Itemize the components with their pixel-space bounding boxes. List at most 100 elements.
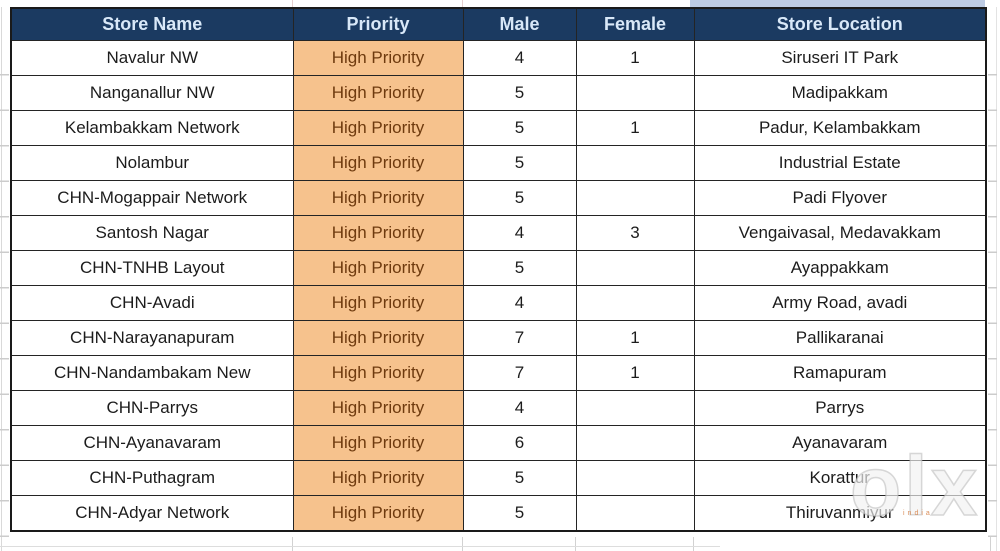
table-row: CHN-Adyar Network High Priority 5 Thiruvanm…	[10, 495, 987, 532]
female-count-cell	[575, 390, 695, 426]
female-count-cell	[575, 180, 695, 216]
male-count-cell: 4	[462, 285, 577, 321]
priority-cell: High Priority	[292, 355, 464, 391]
top-gutter-gridline	[292, 0, 293, 7]
table-row: CHN-Narayanapuram High Priority 7 1 Pallikar…	[10, 320, 987, 356]
store-location-cell: Parrys	[693, 390, 987, 426]
store-location-cell: Vengaivasal, Medavakkam	[693, 215, 987, 251]
female-count-cell: 1	[575, 110, 695, 146]
store-name-cell: CHN-Puthagram	[10, 460, 294, 496]
store-location-cell: Army Road, avadi	[693, 285, 987, 321]
male-count-cell: 4	[462, 215, 577, 251]
store-location-cell: Ramapuram	[693, 355, 987, 391]
priority-cell: High Priority	[292, 250, 464, 286]
female-count-cell: 3	[575, 215, 695, 251]
store-location-cell: Korattur	[693, 460, 987, 496]
store-priority-table: Store Name Priority Male Female Store Lo…	[10, 7, 987, 532]
bottom-gutter-gridline	[292, 537, 293, 551]
priority-cell: High Priority	[292, 285, 464, 321]
bottom-gutter-gridline	[575, 537, 576, 551]
store-location-cell: Siruseri IT Park	[693, 40, 987, 76]
table-body: Navalur NW High Priority 4 1 Siruseri IT Par…	[10, 40, 987, 532]
bottom-gutter-gridline	[693, 537, 694, 551]
store-name-cell: Nanganallur NW	[10, 75, 294, 111]
table-row: CHN-Avadi High Priority 4 Army Road, avadi	[10, 285, 987, 321]
store-name-cell: CHN-Narayanapuram	[10, 320, 294, 356]
priority-cell: High Priority	[292, 40, 464, 76]
store-location-cell: Ayappakkam	[693, 250, 987, 286]
store-name-cell: Navalur NW	[10, 40, 294, 76]
header-row: Store Name Priority Male Female Store Lo…	[10, 7, 987, 41]
female-count-cell	[575, 460, 695, 496]
store-name-cell: Santosh Nagar	[10, 215, 294, 251]
store-name-cell: Nolambur	[10, 145, 294, 181]
male-count-cell: 5	[462, 145, 577, 181]
priority-cell: High Priority	[292, 390, 464, 426]
table-row: Nanganallur NW High Priority 5 Madipakkam	[10, 75, 987, 111]
table-row: CHN-TNHB Layout High Priority 5 Ayappakkam	[10, 250, 987, 286]
store-name-cell: CHN-Avadi	[10, 285, 294, 321]
col-header-male: Male	[462, 7, 577, 41]
male-count-cell: 5	[462, 75, 577, 111]
top-gutter	[0, 0, 1000, 7]
store-location-cell: Pallikaranai	[693, 320, 987, 356]
col-header-store-name: Store Name	[10, 7, 294, 41]
store-name-cell: CHN-Ayanavaram	[10, 425, 294, 461]
store-name-cell: CHN-Adyar Network	[10, 495, 294, 532]
store-location-cell: Madipakkam	[693, 75, 987, 111]
bottom-gutter-gridline	[990, 537, 991, 551]
top-gutter-gridline	[462, 0, 463, 7]
female-count-cell	[575, 425, 695, 461]
store-location-cell: Padi Flyover	[693, 180, 987, 216]
store-location-cell: Padur, Kelambakkam	[693, 110, 987, 146]
male-count-cell: 7	[462, 355, 577, 391]
male-count-cell: 4	[462, 390, 577, 426]
table-row: Nolambur High Priority 5 Industrial Estate	[10, 145, 987, 181]
store-name-cell: Kelambakkam Network	[10, 110, 294, 146]
left-gutter-gridlines	[0, 40, 9, 537]
priority-cell: High Priority	[292, 110, 464, 146]
table-row: Santosh Nagar High Priority 4 3 Vengaivasal,…	[10, 215, 987, 251]
col-header-priority: Priority	[292, 7, 464, 41]
male-count-cell: 6	[462, 425, 577, 461]
female-count-cell	[575, 250, 695, 286]
store-name-cell: CHN-Mogappair Network	[10, 180, 294, 216]
female-count-cell	[575, 75, 695, 111]
female-count-cell	[575, 495, 695, 532]
table-row: CHN-Puthagram High Priority 5 Korattur	[10, 460, 987, 496]
table-row: CHN-Nandambakam New High Priority 7 1 Ramapu…	[10, 355, 987, 391]
female-count-cell	[575, 285, 695, 321]
store-location-cell: Ayanavaram	[693, 425, 987, 461]
priority-cell: High Priority	[292, 215, 464, 251]
store-name-cell: CHN-Nandambakam New	[10, 355, 294, 391]
table-row: Navalur NW High Priority 4 1 Siruseri IT Par…	[10, 40, 987, 76]
priority-cell: High Priority	[292, 425, 464, 461]
male-count-cell: 5	[462, 460, 577, 496]
priority-cell: High Priority	[292, 320, 464, 356]
priority-cell: High Priority	[292, 460, 464, 496]
female-count-cell: 1	[575, 320, 695, 356]
male-count-cell: 5	[462, 110, 577, 146]
col-header-female: Female	[575, 7, 695, 41]
female-count-cell: 1	[575, 40, 695, 76]
table-row: CHN-Mogappair Network High Priority 5 Padi …	[10, 180, 987, 216]
priority-cell: High Priority	[292, 180, 464, 216]
female-count-cell	[575, 145, 695, 181]
male-count-cell: 7	[462, 320, 577, 356]
store-location-cell: Thiruvanmiyur	[693, 495, 987, 532]
top-strip-highlight	[690, 0, 985, 7]
table-row: CHN-Ayanavaram High Priority 6 Ayanavaram	[10, 425, 987, 461]
store-location-cell: Industrial Estate	[693, 145, 987, 181]
female-count-cell: 1	[575, 355, 695, 391]
right-gutter-gridlines	[988, 40, 997, 537]
male-count-cell: 4	[462, 40, 577, 76]
store-name-cell: CHN-TNHB Layout	[10, 250, 294, 286]
table-row: Kelambakkam Network High Priority 5 1 Padur,…	[10, 110, 987, 146]
bottom-gutter-gridline	[0, 546, 720, 547]
priority-cell: High Priority	[292, 75, 464, 111]
priority-cell: High Priority	[292, 495, 464, 532]
male-count-cell: 5	[462, 495, 577, 532]
male-count-cell: 5	[462, 180, 577, 216]
priority-cell: High Priority	[292, 145, 464, 181]
